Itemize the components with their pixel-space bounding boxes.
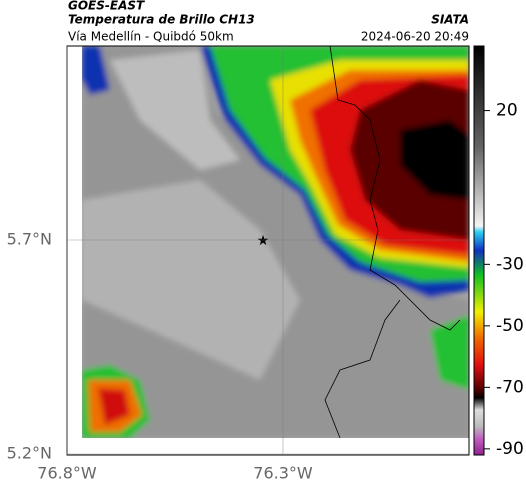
satellite: GOES-EAST xyxy=(68,0,145,13)
lat-tick-label: 5.7°N xyxy=(7,230,52,249)
colorbar-tick-label: -30 xyxy=(496,254,524,274)
colorbar-tick-label: -70 xyxy=(496,377,524,397)
imagery: ★ xyxy=(82,46,469,438)
source: SIATA xyxy=(431,13,469,27)
route: Vía Medellín - Quibdó 50km xyxy=(68,30,234,44)
colorbar xyxy=(473,45,485,456)
header: GOES-EAST Temperatura de Brillo CH13 SIA… xyxy=(68,0,469,44)
lon-tick-label: 76.3°W xyxy=(253,464,313,483)
location-star: ★ xyxy=(257,233,270,249)
colorbar-tick-label: 20 xyxy=(496,101,518,121)
timestamp: 2024-06-20 20:49 xyxy=(361,30,469,44)
colorbar-tick-label: -90 xyxy=(496,439,524,459)
product: Temperatura de Brillo CH13 xyxy=(68,13,255,27)
lon-tick-label: 76.8°W xyxy=(37,464,97,483)
lat-tick-label: 5.2°N xyxy=(7,444,52,463)
colorbar-tick-label: -50 xyxy=(496,316,524,336)
